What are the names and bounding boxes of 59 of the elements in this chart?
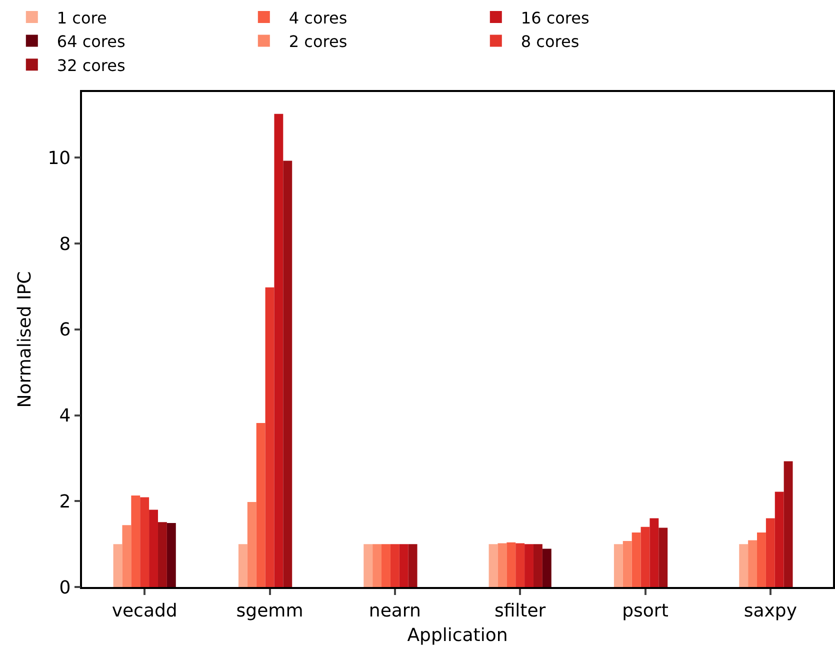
bar [516, 543, 525, 587]
bar [757, 532, 766, 587]
x-tick-label: sfilter [494, 600, 546, 622]
legend-label: 64 cores [56, 32, 126, 52]
bar [265, 287, 274, 587]
bar [784, 461, 793, 587]
legend-label: 2 cores [288, 32, 348, 52]
y-tick-label: 0 [59, 577, 71, 598]
legend-label: 1 core [56, 8, 107, 28]
bar [614, 544, 623, 587]
bar [158, 522, 167, 587]
bar [256, 423, 266, 587]
bar [658, 528, 668, 587]
x-tick-label: vecadd [112, 600, 178, 622]
bar [533, 544, 542, 587]
bar [488, 544, 498, 587]
bar [149, 510, 158, 587]
bar [498, 543, 507, 587]
legend-label: 16 cores [520, 8, 590, 28]
x-tick-label: sgemm [236, 600, 304, 622]
bar [739, 544, 748, 587]
bar [524, 544, 534, 587]
legend-label: 32 cores [56, 56, 126, 75]
y-tick-label: 4 [59, 406, 71, 427]
bar [274, 114, 284, 587]
bar [542, 548, 552, 587]
x-tick-label: saxpy [744, 600, 798, 622]
x-tick-label: nearn [368, 600, 421, 622]
bar [140, 497, 150, 587]
bar [131, 496, 140, 587]
bar [364, 544, 373, 587]
bar [382, 544, 390, 587]
bar [390, 544, 400, 587]
y-axis-title: Normalised IPC [14, 271, 36, 408]
bar [399, 544, 408, 587]
bar [122, 525, 132, 587]
bar [372, 544, 382, 587]
bar [166, 523, 176, 587]
y-tick-label: 8 [59, 234, 71, 255]
legend-label: 8 cores [520, 32, 580, 52]
bar [622, 541, 632, 587]
bar [774, 492, 784, 587]
bar [650, 518, 659, 587]
bar [766, 518, 775, 587]
x-axis-title: Application [407, 624, 508, 646]
bar [238, 544, 248, 587]
bar [113, 544, 122, 587]
bar [640, 526, 650, 587]
bar [408, 544, 418, 587]
bar [632, 532, 641, 587]
bar [283, 160, 292, 587]
y-tick-label: 10 [48, 148, 71, 169]
bar [247, 502, 256, 587]
y-tick-label: 2 [59, 491, 71, 512]
x-tick-label: psort [622, 600, 668, 622]
bar [748, 540, 758, 587]
y-tick-label: 6 [59, 320, 71, 341]
bar [506, 542, 516, 587]
legend-label: 4 cores [288, 8, 348, 28]
